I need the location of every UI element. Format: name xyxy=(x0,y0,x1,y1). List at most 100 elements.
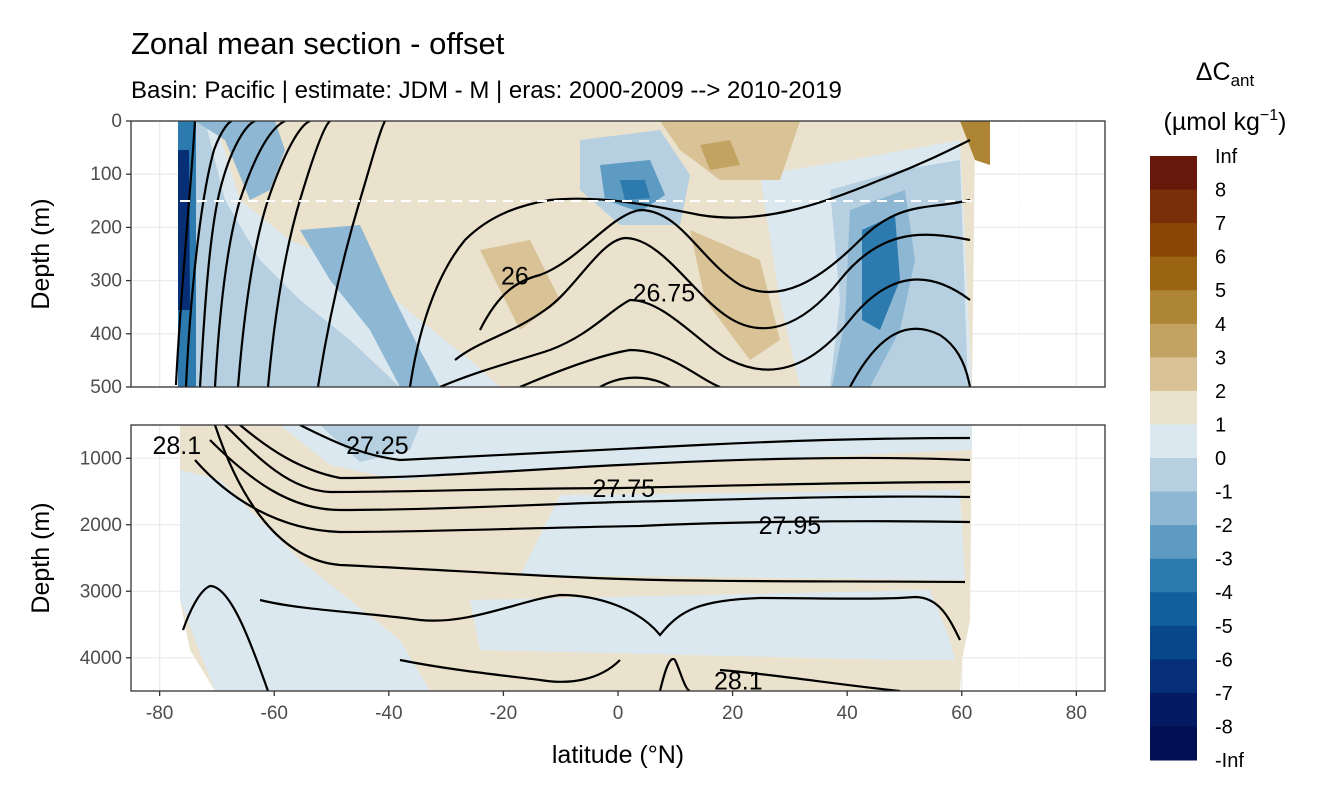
contour-line xyxy=(181,584,270,691)
x-axis-ticks: -80 -60 -40 -20 0 20 40 60 80 xyxy=(146,691,1087,724)
chart-title: Zonal mean section - offset xyxy=(131,26,505,61)
legend-label: 7 xyxy=(1215,213,1226,235)
legend-swatch xyxy=(1150,625,1197,660)
contour-line xyxy=(299,425,971,462)
field-blue-margin-core xyxy=(178,150,190,310)
field-blue-upper xyxy=(320,425,420,462)
legend-swatch xyxy=(1150,424,1197,459)
contour-line xyxy=(174,121,197,386)
contour-line xyxy=(266,121,331,387)
legend-swatch xyxy=(1150,256,1197,291)
contour-line xyxy=(213,425,966,584)
contour-labels: 26 26.75 28.1 27.25 27.75 27.95 28.1 xyxy=(152,262,821,695)
contour-line xyxy=(213,121,286,387)
y-tick-label: 500 xyxy=(90,377,122,398)
contour-label: 28.1 xyxy=(152,432,201,460)
field-tan-mid-core xyxy=(700,140,740,170)
contour-line xyxy=(439,278,971,387)
contour-line xyxy=(454,233,971,361)
legend-swatch xyxy=(1150,156,1197,191)
lower-panel: 1000 2000 3000 4000 xyxy=(80,424,1106,692)
contour-line xyxy=(209,439,971,512)
contour-line xyxy=(599,376,671,387)
y-tick-label: 200 xyxy=(90,217,122,238)
x-tick-label: 40 xyxy=(837,703,858,724)
y-tick-label: 400 xyxy=(90,324,122,345)
legend-label: 4 xyxy=(1215,314,1226,336)
contour-line xyxy=(719,668,901,691)
contour-line xyxy=(239,425,971,480)
legend-label: 2 xyxy=(1215,381,1226,403)
legend-label: 5 xyxy=(1215,280,1226,302)
contour-line xyxy=(519,348,721,387)
contour-label: 27.95 xyxy=(759,512,822,540)
legend-swatch xyxy=(1150,390,1197,425)
x-axis-title: latitude (°N) xyxy=(552,741,684,769)
legend-swatch xyxy=(1150,290,1197,325)
x-tick-label: 0 xyxy=(613,703,624,724)
field-light-blue-band xyxy=(520,490,965,580)
x-tick-label: -40 xyxy=(375,703,402,724)
legend-swatch xyxy=(1150,189,1197,224)
field-blue-south-core xyxy=(195,121,285,200)
legend-label: -7 xyxy=(1215,683,1233,705)
legend-swatch xyxy=(1150,491,1197,526)
lower-panel-contours xyxy=(181,425,971,691)
y-tick-label: 100 xyxy=(90,164,122,185)
y-tick-label: 4000 xyxy=(80,648,122,669)
contour-line xyxy=(194,459,971,534)
y-axis-title-upper: Depth (m) xyxy=(27,198,55,309)
y-tick-label: 0 xyxy=(111,111,122,132)
x-tick-label: -60 xyxy=(261,703,288,724)
contour-line xyxy=(259,593,961,641)
legend-label: -4 xyxy=(1215,582,1233,604)
legend-swatch xyxy=(1150,558,1197,593)
contour-line xyxy=(658,657,691,691)
contour-line xyxy=(198,121,256,387)
field-light-blue-upper xyxy=(280,425,972,480)
upper-panel-frame xyxy=(130,120,1106,388)
contour-line xyxy=(849,327,972,387)
legend-label: -8 xyxy=(1215,716,1233,738)
contour-label: 27.75 xyxy=(592,475,655,503)
y-tick-label: 1000 xyxy=(80,448,122,469)
contour-label: 26.75 xyxy=(633,279,696,307)
legend-label: 0 xyxy=(1215,448,1226,470)
legend-swatch xyxy=(1150,692,1197,727)
legend-label: 3 xyxy=(1215,347,1226,369)
legend-swatch xyxy=(1150,357,1197,392)
legend-swatch xyxy=(1150,323,1197,358)
legend-label: -1 xyxy=(1215,482,1233,504)
field-blue-equator-center xyxy=(620,180,650,200)
field-light-blue-south-deep xyxy=(180,470,430,691)
legend-colorbar xyxy=(1150,156,1197,761)
y-axis-title-lower: Depth (m) xyxy=(27,502,55,613)
chart-subtitle: Basin: Pacific | estimate: JDM - M | era… xyxy=(131,77,842,104)
field-blue-south xyxy=(180,121,400,387)
y-tick-label: 2000 xyxy=(80,515,122,536)
field-tan-edge xyxy=(960,121,990,165)
x-tick-label: 20 xyxy=(722,703,743,724)
contour-line xyxy=(399,658,621,683)
legend-label: Inf xyxy=(1215,146,1238,168)
legend-swatch xyxy=(1150,726,1197,761)
contour-line xyxy=(479,198,971,331)
contour-line xyxy=(224,425,971,494)
legend-label: 8 xyxy=(1215,180,1226,202)
field-light-blue-abyss xyxy=(470,590,955,660)
legend-title: ΔCant xyxy=(1196,58,1255,90)
contour-line xyxy=(236,121,311,387)
legend-swatch xyxy=(1150,458,1197,493)
legend-swatch xyxy=(1150,592,1197,627)
legend-label: -3 xyxy=(1215,549,1233,571)
legend-label: -5 xyxy=(1215,616,1233,638)
upper-panel-contours xyxy=(174,121,972,387)
upper-panel-y-ticks: 0 100 200 300 400 500 xyxy=(90,111,131,398)
legend-label: -Inf xyxy=(1215,750,1244,772)
field-blue-south-patch xyxy=(300,225,440,387)
legend-swatch xyxy=(1150,659,1197,694)
legend-units: (µmol kg−1) xyxy=(1164,107,1287,136)
legend: ΔCant (µmol kg−1) Inf 8 7 6 5 4 3 2 1 0 -1 -2 -3 -4 -5… xyxy=(1150,58,1286,772)
legend-labels: Inf 8 7 6 5 4 3 2 1 0 -1 -2 -3 -4 -5 -6 -7 -8 -Inf xyxy=(1215,146,1244,772)
